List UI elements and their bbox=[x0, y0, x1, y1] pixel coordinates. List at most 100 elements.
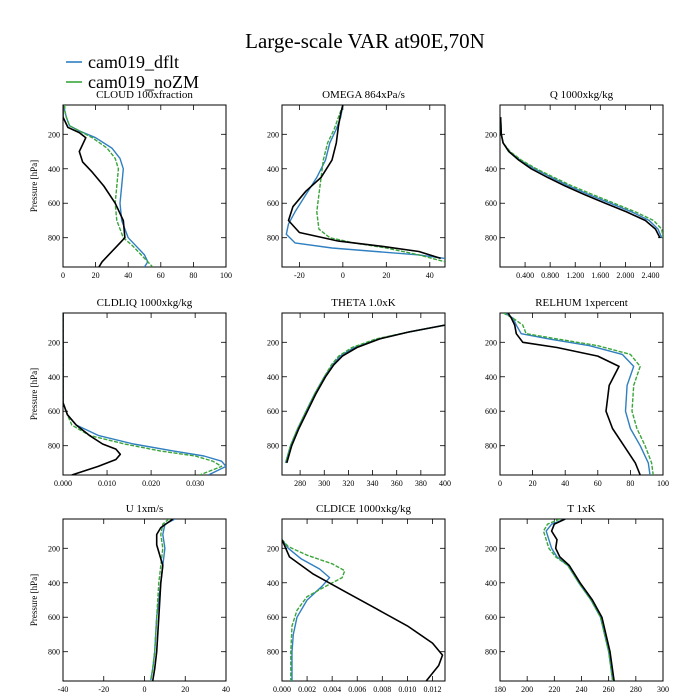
plot-frame bbox=[499, 312, 664, 476]
panel-omega: OMEGA 864xPa/s -20 0 20 40 200 400 600 800 bbox=[267, 89, 446, 280]
panel-cldice: CLDICE 1000xkg/kg 0.000 0.002 0.004 0.006 0.0… bbox=[267, 503, 446, 694]
x-tick-label: 2.000 bbox=[616, 271, 634, 280]
x-tick-label: 0 bbox=[341, 271, 345, 280]
x-tick-label: 280 bbox=[294, 479, 306, 488]
y-tick-label: 400 bbox=[48, 579, 60, 588]
plot-frame bbox=[499, 104, 664, 268]
series-line-extra bbox=[286, 324, 445, 464]
x-tick-label: 300 bbox=[657, 685, 669, 694]
x-tick-label: 0.006 bbox=[348, 685, 366, 694]
x-tick-label: 40 bbox=[124, 271, 132, 280]
y-tick-label: 400 bbox=[485, 579, 497, 588]
y-tick-label: 200 bbox=[267, 130, 279, 139]
panel-relhum: RELHUM 1xpercent 0 20 40 60 80 100 200 400 600 800 bbox=[485, 297, 669, 488]
y-axis-label: Pressure [hPa] bbox=[29, 160, 39, 212]
x-tick-label: -20 bbox=[98, 685, 109, 694]
plot-frame bbox=[62, 104, 227, 268]
x-tick-label: 60 bbox=[594, 479, 602, 488]
y-tick-label: 600 bbox=[485, 613, 497, 622]
x-tick-label: 180 bbox=[494, 685, 506, 694]
x-tick-label: 0.002 bbox=[298, 685, 316, 694]
figure-title: Large-scale VAR at90E,70N bbox=[245, 29, 485, 53]
x-tick-label: 220 bbox=[548, 685, 560, 694]
y-tick-label: 800 bbox=[485, 234, 497, 243]
panel-title: CLOUD 100xfraction bbox=[96, 89, 193, 101]
x-tick-label: 260 bbox=[603, 685, 615, 694]
y-tick-label: 800 bbox=[267, 234, 279, 243]
y-tick-label: 400 bbox=[485, 373, 497, 382]
x-tick-label: 0.008 bbox=[373, 685, 391, 694]
x-tick-label: 360 bbox=[391, 479, 403, 488]
x-tick-label: 0.020 bbox=[142, 479, 160, 488]
x-tick-label: 1.600 bbox=[591, 271, 609, 280]
series-line-cam019-nozm bbox=[282, 539, 346, 681]
y-tick-label: 800 bbox=[48, 648, 60, 657]
series-line-cam019-nozm bbox=[149, 519, 170, 681]
y-tick-label: 400 bbox=[485, 165, 497, 174]
plot-frame bbox=[62, 312, 227, 476]
y-tick-label: 200 bbox=[485, 544, 497, 553]
series-line-cam019-dflt bbox=[504, 313, 651, 475]
panel-t: T 1xK 180 200 220 240 260 280 300 200 400 600 800 bbox=[485, 503, 669, 694]
x-tick-label: 100 bbox=[220, 271, 232, 280]
x-tick-label: -40 bbox=[58, 685, 69, 694]
y-tick-label: 200 bbox=[267, 338, 279, 347]
series-line-extra bbox=[287, 105, 441, 260]
legend-label-cam019-nozm: cam019_noZM bbox=[88, 72, 199, 92]
panel-title: RELHUM 1xpercent bbox=[535, 297, 628, 309]
y-tick-label: 800 bbox=[485, 442, 497, 451]
plot-frame bbox=[499, 518, 664, 682]
y-tick-label: 200 bbox=[267, 544, 279, 553]
panel-title: Q 1000xkg/kg bbox=[550, 89, 614, 101]
y-tick-label: 400 bbox=[48, 165, 60, 174]
y-tick-label: 800 bbox=[48, 234, 60, 243]
panel-title: THETA 1.0xK bbox=[331, 297, 396, 309]
x-tick-label: 2.400 bbox=[641, 271, 659, 280]
series-line-cam019-nozm bbox=[63, 313, 223, 475]
x-tick-label: 240 bbox=[576, 685, 588, 694]
y-tick-label: 400 bbox=[267, 373, 279, 382]
y-tick-label: 600 bbox=[485, 199, 497, 208]
plot-frame bbox=[281, 518, 446, 682]
x-tick-label: 0.030 bbox=[186, 479, 204, 488]
x-tick-label: 200 bbox=[521, 685, 533, 694]
y-tick-label: 200 bbox=[485, 130, 497, 139]
series-line-extra bbox=[63, 105, 126, 267]
legend-label-cam019-dflt: cam019_dflt bbox=[88, 52, 179, 72]
x-tick-label: 0 bbox=[498, 479, 502, 488]
y-tick-label: 600 bbox=[267, 407, 279, 416]
y-tick-label: 200 bbox=[485, 338, 497, 347]
x-tick-label: 0.800 bbox=[541, 271, 559, 280]
x-tick-label: 100 bbox=[657, 479, 669, 488]
y-tick-label: 400 bbox=[267, 165, 279, 174]
series-line-cam019-nozm bbox=[500, 117, 663, 238]
x-tick-label: 400 bbox=[439, 479, 451, 488]
panel-q: Q 1000xkg/kg 0.400 0.800 1.200 1.600 2.000 2.4… bbox=[485, 89, 664, 280]
series-line-extra bbox=[507, 313, 641, 475]
x-tick-label: 40 bbox=[426, 271, 434, 280]
series-line-cam019-nozm bbox=[316, 105, 445, 263]
panel-title: T 1xK bbox=[567, 503, 595, 515]
plot-frame bbox=[281, 104, 446, 268]
series-line-extra bbox=[151, 519, 174, 681]
y-tick-label: 600 bbox=[48, 407, 60, 416]
x-tick-label: 0 bbox=[61, 271, 65, 280]
y-tick-label: 600 bbox=[485, 407, 497, 416]
series-line-cam019-nozm bbox=[63, 105, 154, 267]
y-tick-label: 600 bbox=[267, 199, 279, 208]
series-line-cam019-dflt bbox=[282, 539, 331, 681]
x-tick-label: 300 bbox=[318, 479, 330, 488]
x-tick-label: 340 bbox=[367, 479, 379, 488]
plot-frame bbox=[62, 518, 227, 682]
y-tick-label: 800 bbox=[485, 648, 497, 657]
y-tick-label: 800 bbox=[48, 442, 60, 451]
x-tick-label: 0.004 bbox=[323, 685, 341, 694]
x-tick-label: 60 bbox=[157, 271, 165, 280]
panel-theta: THETA 1.0xK 280 300 320 340 360 380 400 200 400 60… bbox=[267, 297, 451, 488]
y-tick-label: 600 bbox=[48, 613, 60, 622]
x-tick-label: 0.010 bbox=[98, 479, 116, 488]
x-tick-label: 0.000 bbox=[273, 685, 291, 694]
x-tick-label: 380 bbox=[415, 479, 427, 488]
x-tick-label: 20 bbox=[92, 271, 100, 280]
